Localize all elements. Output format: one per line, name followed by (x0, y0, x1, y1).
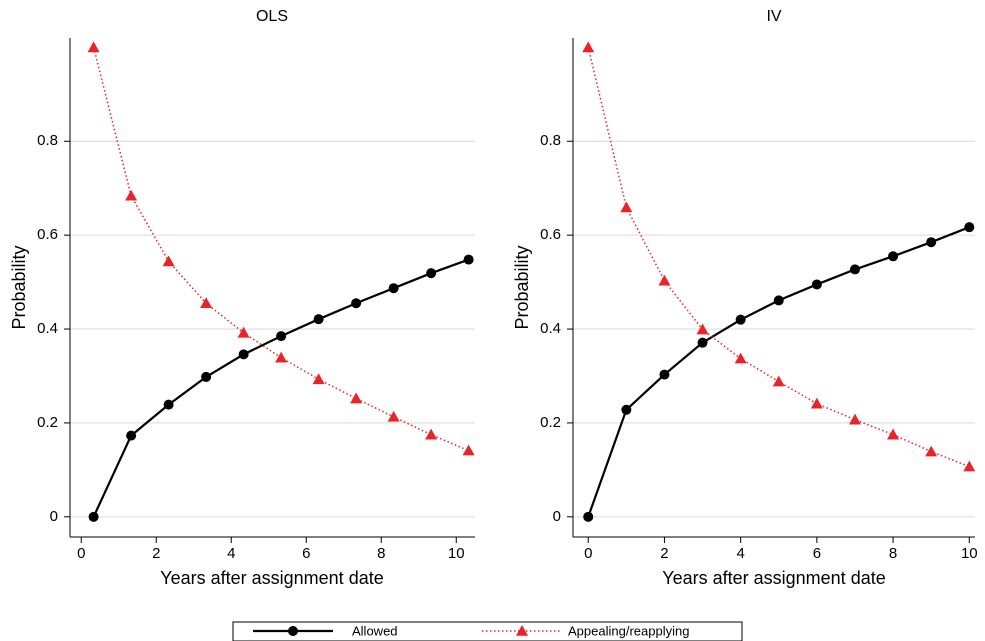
y-tick-label: 0.6 (540, 226, 561, 243)
point (621, 404, 632, 415)
y-tick-label: 0.2 (37, 414, 58, 431)
x-tick-label: 10 (448, 545, 465, 562)
point (925, 445, 938, 457)
point (463, 254, 474, 265)
point (963, 460, 976, 472)
x-tick-label: 0 (584, 545, 592, 562)
legend-label: Appealing/reapplying (568, 623, 689, 638)
x-tick-label: 8 (377, 545, 385, 562)
y-tick-label: 0.8 (37, 132, 58, 149)
x-tick-label: 10 (961, 545, 978, 562)
point (772, 375, 785, 387)
chart-title: OLS (256, 8, 288, 25)
y-tick-label: 0 (553, 508, 561, 525)
point (387, 410, 400, 422)
series-line (587, 47, 970, 468)
point (658, 274, 671, 286)
point (312, 373, 325, 385)
point (162, 255, 175, 267)
point (351, 298, 362, 309)
point (773, 295, 784, 306)
point (426, 268, 437, 279)
point (425, 428, 438, 440)
point (888, 251, 899, 262)
y-tick-label: 0.8 (540, 132, 561, 149)
point (238, 349, 249, 360)
point (696, 323, 709, 335)
point (811, 279, 822, 290)
x-tick-label: 4 (227, 545, 235, 562)
y-tick-label: 0.6 (37, 226, 58, 243)
point (462, 444, 475, 456)
point (516, 625, 528, 636)
point (313, 314, 324, 325)
x-tick-label: 6 (302, 545, 310, 562)
y-tick-label: 0 (50, 508, 58, 525)
point (201, 371, 212, 382)
point (810, 397, 823, 409)
series-line (92, 258, 470, 518)
point (200, 297, 213, 309)
x-tick-label: 0 (77, 545, 85, 562)
x-axis-label: Years after assignment date (160, 568, 383, 588)
point (583, 511, 594, 522)
x-tick-label: 2 (660, 545, 668, 562)
y-axis-label: Probability (9, 245, 29, 329)
point (849, 264, 860, 275)
x-axis-label: Years after assignment date (662, 568, 885, 588)
point (288, 626, 298, 636)
point (887, 428, 900, 440)
point (620, 201, 633, 213)
point (276, 331, 287, 342)
point (964, 222, 975, 233)
point (88, 511, 99, 522)
point (125, 189, 138, 201)
y-axis-label: Probability (512, 245, 532, 329)
x-tick-label: 6 (813, 545, 821, 562)
point (388, 283, 399, 294)
chart-title: IV (766, 8, 781, 25)
legend-label: Allowed (352, 623, 398, 638)
point (659, 369, 670, 380)
x-tick-label: 8 (889, 545, 897, 562)
y-tick-label: 0.4 (540, 320, 561, 337)
point (848, 413, 861, 425)
y-tick-label: 0.4 (37, 320, 58, 337)
point (87, 41, 100, 53)
point (126, 430, 137, 441)
point (697, 337, 708, 348)
point (350, 392, 363, 404)
series-line (587, 226, 970, 518)
x-tick-label: 2 (152, 545, 160, 562)
point (926, 237, 937, 248)
point (735, 314, 746, 325)
point (237, 326, 250, 338)
point (163, 399, 174, 410)
x-tick-label: 4 (736, 545, 744, 562)
point (582, 41, 595, 53)
point (275, 351, 288, 363)
y-tick-label: 0.2 (540, 414, 561, 431)
point (734, 352, 747, 364)
series-line (92, 47, 469, 452)
